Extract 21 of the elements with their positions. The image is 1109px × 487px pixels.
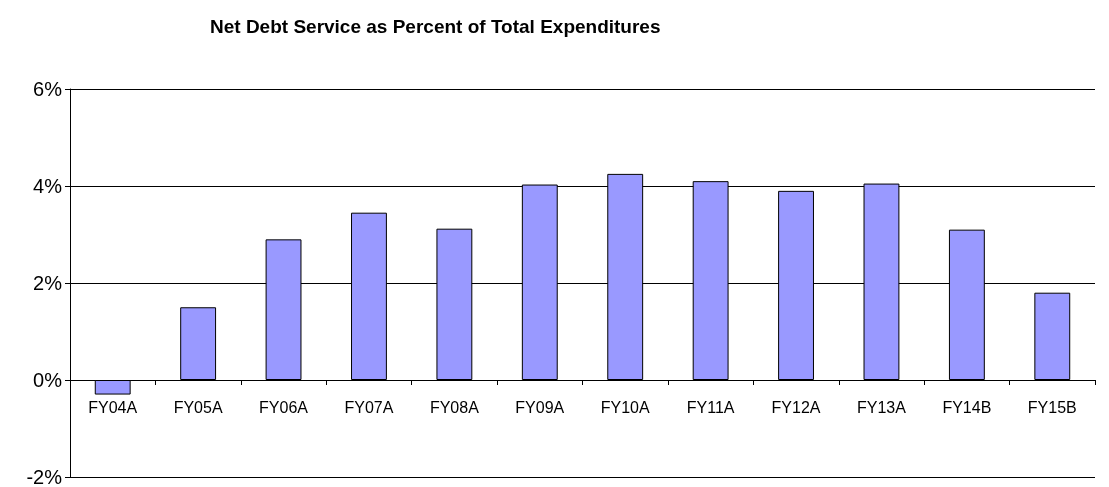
y-tick-label: 4% [33,175,63,197]
x-tick-label: FY09A [515,398,565,416]
y-tick-label: 0% [33,369,63,391]
bar [180,307,217,380]
x-tick-label: FY07A [344,398,394,416]
y-tick-label: 2% [33,272,63,294]
x-tick-label: FY11A [686,398,735,416]
bar [94,380,131,395]
x-tick-label: FY05A [173,398,223,416]
x-tick-label: FY06A [259,398,309,416]
x-tick-label: FY08A [429,398,480,416]
x-tick-label: FY14B [942,398,992,416]
x-tick-label: FY12A [771,398,821,416]
x-tick-label: FY04A [88,398,138,416]
chart-title: Net Debt Service as Percent of Total Expenditures [210,16,661,37]
y-tick-label: 6% [33,78,63,100]
y-tick-label: -2% [26,466,63,487]
x-tick-label: FY10A [600,398,650,416]
x-tick-label: FY15B [1027,398,1077,416]
x-tick-label: FY13A [857,398,907,416]
bar [1034,292,1071,380]
